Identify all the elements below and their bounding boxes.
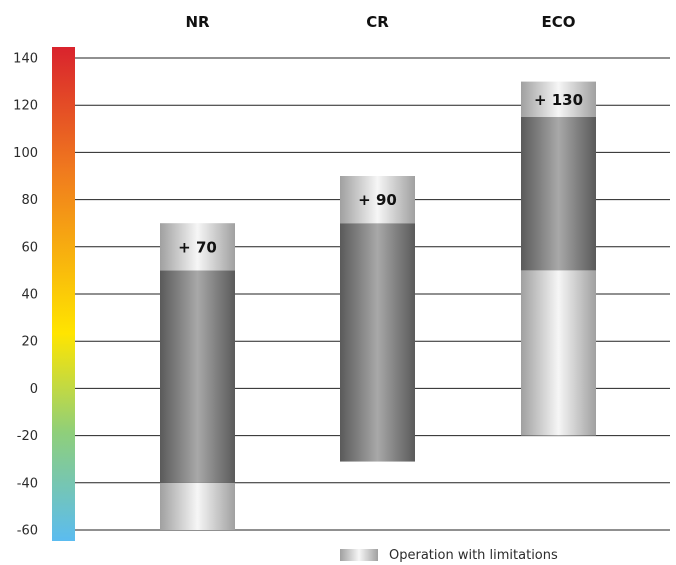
bar-segment-normal xyxy=(160,270,235,483)
bar-max-label: + 130 xyxy=(534,91,583,109)
y-tick-label: 120 xyxy=(13,99,38,114)
y-tick-label: -20 xyxy=(17,429,38,444)
y-tick-label: 140 xyxy=(13,52,38,67)
bar-segment-limited-high xyxy=(521,81,596,117)
y-axis-tick-labels: -60 -40 -20 0 20 40 60 80 100 120 140 xyxy=(13,52,38,539)
bar-segment-limited-high xyxy=(160,223,235,271)
category-label: ECO xyxy=(541,13,575,31)
legend-swatch xyxy=(340,549,378,561)
category-label: CR xyxy=(366,13,389,31)
bar-max-label: + 90 xyxy=(358,191,397,209)
bar-max-label: + 70 xyxy=(178,238,217,256)
y-tick-label: 40 xyxy=(21,288,38,303)
y-tick-label: 0 xyxy=(30,382,38,397)
category-labels: NR CR ECO xyxy=(185,13,575,31)
y-tick-label: 80 xyxy=(21,193,38,208)
bar-segment-normal xyxy=(340,223,415,462)
bar-segment-limited-low xyxy=(160,482,235,530)
temperature-color-scale xyxy=(52,47,75,541)
y-tick-label: 100 xyxy=(13,146,38,161)
bar-segment-limited-low xyxy=(521,270,596,436)
category-label: NR xyxy=(185,13,210,31)
legend: Operation with limitations xyxy=(340,548,558,563)
y-tick-label: -40 xyxy=(17,476,38,491)
y-tick-label: 60 xyxy=(21,240,38,255)
range-bars: + 70 + 90 + 130 xyxy=(160,81,596,530)
y-tick-label: 20 xyxy=(21,335,38,350)
bar-segment-normal xyxy=(521,117,596,271)
legend-label: Operation with limitations xyxy=(389,548,558,563)
y-tick-label: -60 xyxy=(17,524,38,539)
bar-segment-limited-high xyxy=(340,176,415,224)
